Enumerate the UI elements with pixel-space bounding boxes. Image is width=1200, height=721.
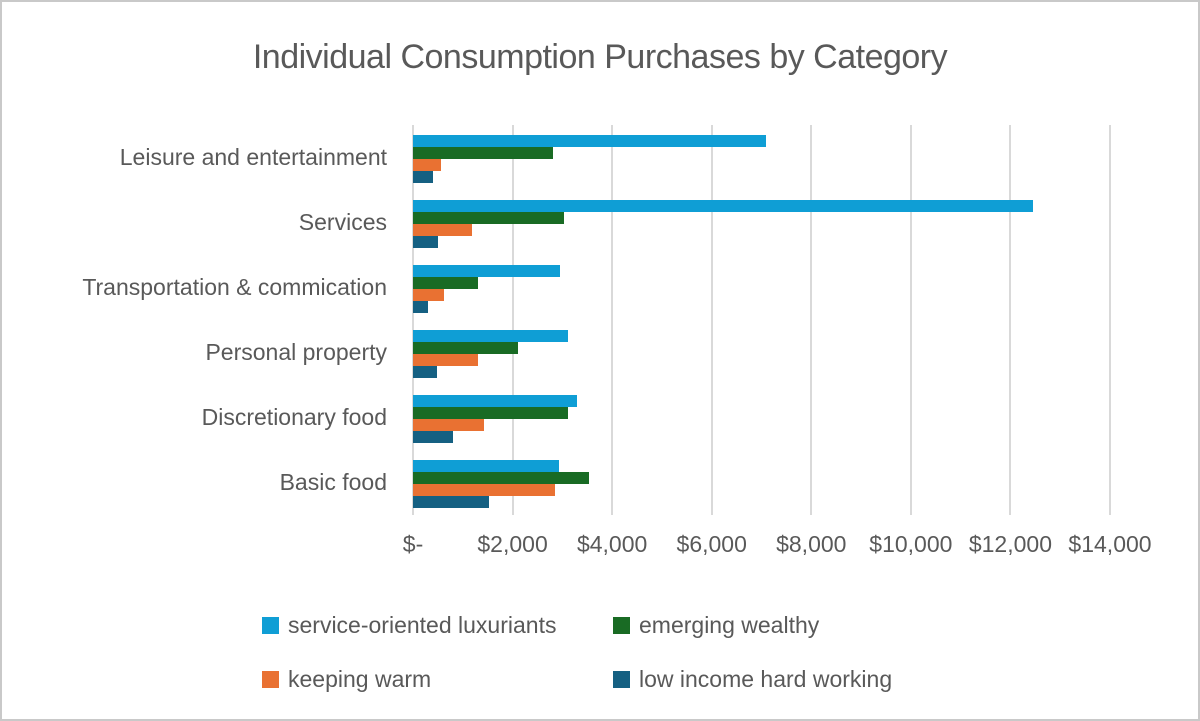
gridline: [810, 125, 813, 515]
category-label: Discretionary food: [201, 404, 387, 430]
bar-group: [413, 450, 1110, 515]
x-tick-label: $-: [402, 531, 424, 557]
legend-item: low income hard working: [613, 666, 892, 693]
legend-item: service-oriented luxuriants: [262, 612, 556, 639]
bar: [413, 407, 568, 419]
bar: [413, 395, 577, 407]
bar-group: [413, 125, 1110, 190]
bar: [413, 159, 442, 171]
bar: [413, 366, 438, 378]
bar: [413, 419, 485, 431]
bar: [413, 354, 479, 366]
legend-label: service-oriented luxuriants: [288, 612, 557, 638]
gridline: [909, 125, 912, 515]
x-tick-label: $12,000: [968, 531, 1052, 557]
x-tick-label: $14,000: [1068, 531, 1152, 557]
legend-swatch-icon: [262, 671, 279, 688]
legend-label: keeping warm: [288, 666, 432, 692]
bar: [413, 277, 479, 289]
x-tick-label: $2,000: [477, 531, 548, 557]
bar-group: [413, 385, 1110, 450]
bar: [413, 472, 590, 484]
bar-group: [413, 190, 1110, 255]
gridline: [611, 125, 614, 515]
gridline: [1009, 125, 1012, 515]
chart-title: Individual Consumption Purchases by Cate…: [252, 38, 948, 76]
legend-swatch-icon: [613, 617, 630, 634]
x-tick-label: $10,000: [869, 531, 953, 557]
bar: [413, 496, 490, 508]
legend-label: low income hard working: [639, 666, 893, 692]
x-tick-label: $6,000: [676, 531, 747, 557]
gridline: [1109, 125, 1111, 515]
bar: [413, 265, 560, 277]
bar: [413, 224, 472, 236]
bar: [413, 330, 568, 342]
bar: [413, 460, 559, 472]
bar: [413, 135, 767, 147]
gridline: [710, 125, 713, 515]
bar: [413, 431, 454, 443]
bar: [413, 301, 429, 313]
gridline: [412, 125, 414, 515]
legend-swatch-icon: [262, 617, 279, 634]
category-label: Personal property: [205, 339, 387, 365]
plot-area: [412, 125, 1111, 515]
bar-group: [413, 320, 1110, 385]
category-axis: Leisure and entertainment Services Transpo…: [2, 125, 387, 515]
bar: [413, 289, 445, 301]
legend-item: emerging wealthy: [613, 612, 819, 639]
legend-item: keeping warm: [262, 666, 431, 693]
bar: [413, 200, 1033, 212]
bar: [413, 342, 518, 354]
category-label: Services: [298, 209, 387, 235]
bar: [413, 236, 439, 248]
bar: [413, 484, 556, 496]
bar: [413, 147, 554, 159]
legend-label: emerging wealthy: [639, 612, 820, 638]
x-tick-label: $4,000: [576, 531, 648, 557]
category-label: Basic food: [279, 469, 387, 495]
category-label: Leisure and entertainment: [119, 144, 387, 170]
bar-group: [413, 255, 1110, 320]
category-label: Transportation & commication: [82, 274, 387, 300]
legend-swatch-icon: [613, 671, 630, 688]
bar: [413, 212, 564, 224]
x-tick-label: $8,000: [776, 531, 847, 557]
gridline: [511, 125, 514, 515]
bar: [413, 171, 434, 183]
value-axis: $- $2,000 $4,000 $6,000 $8,000 $10,000 $12,000…: [403, 531, 1152, 563]
